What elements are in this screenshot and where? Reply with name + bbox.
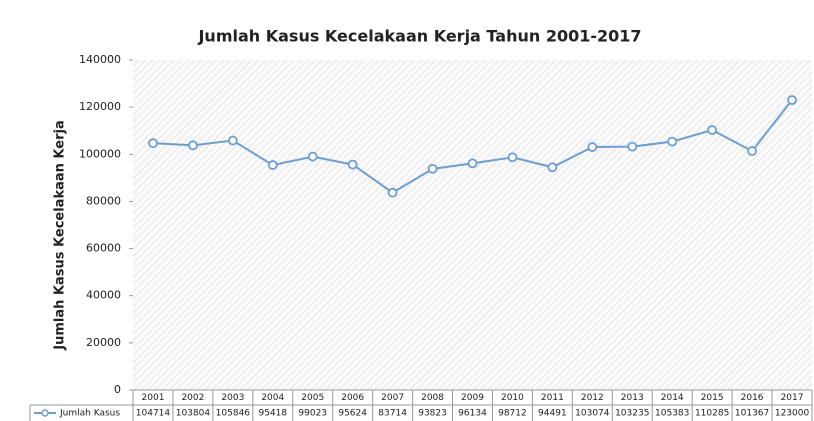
data-label: 103804 — [176, 409, 211, 419]
x-tick-label: 2015 — [701, 393, 724, 403]
data-point — [587, 142, 598, 152]
y-tick-label: 100000 — [79, 147, 121, 160]
data-point — [467, 158, 478, 169]
data-label: 83714 — [378, 409, 407, 419]
plot-area — [133, 60, 812, 390]
data-label: 101367 — [735, 409, 769, 419]
data-point — [387, 187, 398, 198]
chart-title: Jumlah Kasus Kecelakaan Kerja Tahun 2001… — [197, 27, 641, 46]
x-tick-label: 2011 — [541, 393, 564, 403]
data-label: 95624 — [338, 409, 367, 419]
x-tick-label: 2012 — [581, 393, 604, 403]
data-label: 96134 — [458, 409, 487, 419]
legend-label: Jumlah Kasus — [59, 409, 120, 419]
data-point — [507, 152, 518, 163]
x-tick-label: 2003 — [221, 393, 244, 403]
x-tick-label: 2014 — [661, 393, 684, 403]
data-point — [188, 140, 198, 151]
data-label: 110285 — [695, 409, 729, 419]
y-tick-label: 40000 — [86, 289, 121, 302]
data-point — [267, 160, 278, 170]
data-point — [307, 151, 318, 162]
data-label: 98712 — [498, 409, 527, 419]
data-label: 104714 — [136, 409, 171, 419]
data-point — [707, 125, 718, 135]
y-tick-label: 140000 — [79, 53, 121, 66]
x-tick-label: 2006 — [341, 393, 364, 403]
data-label: 105383 — [655, 409, 689, 419]
data-label: 99023 — [298, 409, 327, 419]
x-tick-label: 2016 — [741, 393, 764, 403]
x-tick-label: 2009 — [461, 393, 484, 403]
data-label: 105846 — [216, 409, 251, 419]
x-tick-label: 2005 — [301, 393, 324, 403]
data-point — [227, 135, 238, 146]
x-tick-label: 2002 — [181, 393, 204, 403]
data-label: 94491 — [538, 409, 567, 419]
x-tick-label: 2010 — [501, 393, 524, 403]
y-tick-label: 60000 — [86, 242, 121, 255]
legend-marker — [41, 409, 49, 417]
data-point — [787, 95, 797, 105]
data-label: 123000 — [775, 409, 810, 419]
data-label: 93823 — [418, 409, 447, 419]
y-axis-label: Jumlah Kasus Kecelakaan Kerja — [53, 120, 68, 350]
y-tick-label: 20000 — [86, 336, 121, 349]
data-label: 95418 — [258, 409, 287, 419]
y-tick-label: 80000 — [86, 194, 121, 207]
data-point — [627, 141, 638, 152]
data-point — [747, 146, 757, 156]
x-tick-label: 2004 — [261, 393, 284, 403]
data-point — [148, 138, 158, 149]
y-tick-label: 0 — [114, 383, 121, 396]
x-tick-label: 2013 — [621, 393, 644, 403]
x-tick-label: 2007 — [381, 393, 404, 403]
data-label: 103074 — [575, 409, 610, 419]
data-point — [347, 159, 358, 170]
x-tick-label: 2001 — [142, 393, 165, 403]
data-point — [547, 162, 558, 173]
data-point — [667, 136, 678, 147]
x-tick-label: 2008 — [421, 393, 444, 403]
y-tick-label: 120000 — [79, 100, 121, 113]
x-tick-label: 2017 — [781, 393, 804, 403]
data-label: 103235 — [615, 409, 649, 419]
data-point — [427, 163, 438, 174]
